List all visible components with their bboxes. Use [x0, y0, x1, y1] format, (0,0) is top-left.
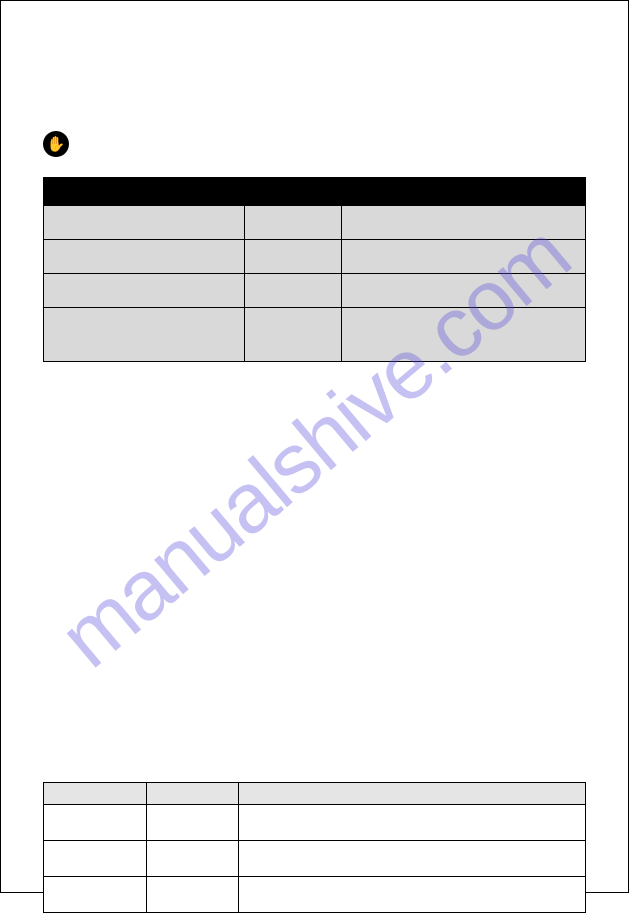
table-row: [44, 240, 586, 274]
document-page: ✋: [0, 0, 629, 893]
table-cell: [44, 805, 147, 841]
table-cell: [44, 206, 245, 240]
table-row: [44, 308, 586, 362]
table-cell: [342, 274, 586, 308]
table-row: [44, 805, 586, 841]
table-cell: [146, 805, 238, 841]
table-header-cell: [239, 783, 586, 805]
table-cell: [244, 240, 342, 274]
table-cell: [239, 841, 586, 877]
table-row: [44, 877, 586, 913]
table-header-cell: [146, 783, 238, 805]
table-cell: [342, 206, 586, 240]
table-header-row: [44, 178, 586, 206]
stop-hand-icon: ✋: [43, 131, 69, 157]
table-row: [44, 841, 586, 877]
table-cell: [342, 240, 586, 274]
hand-glyph: ✋: [47, 137, 66, 152]
table-cell: [146, 841, 238, 877]
table-cell: [44, 308, 245, 362]
table-row: [44, 206, 586, 240]
table-cell: [44, 877, 147, 913]
table-cell: [244, 274, 342, 308]
table-cell: [342, 308, 586, 362]
table-cell: [239, 805, 586, 841]
table-row: [44, 274, 586, 308]
table-cell: [244, 206, 342, 240]
table-header-cell: [244, 178, 342, 206]
table-cell: [44, 274, 245, 308]
table-header-row: [44, 783, 586, 805]
table-cell: [146, 877, 238, 913]
table-cell: [244, 308, 342, 362]
table-cell: [239, 877, 586, 913]
table-header-cell: [44, 178, 245, 206]
content-spacer: [43, 382, 586, 782]
table-cell: [44, 841, 147, 877]
table-header-cell: [342, 178, 586, 206]
parameters-table: [43, 177, 586, 362]
table-header-cell: [44, 783, 147, 805]
revision-table: [43, 782, 586, 913]
table-cell: [44, 240, 245, 274]
